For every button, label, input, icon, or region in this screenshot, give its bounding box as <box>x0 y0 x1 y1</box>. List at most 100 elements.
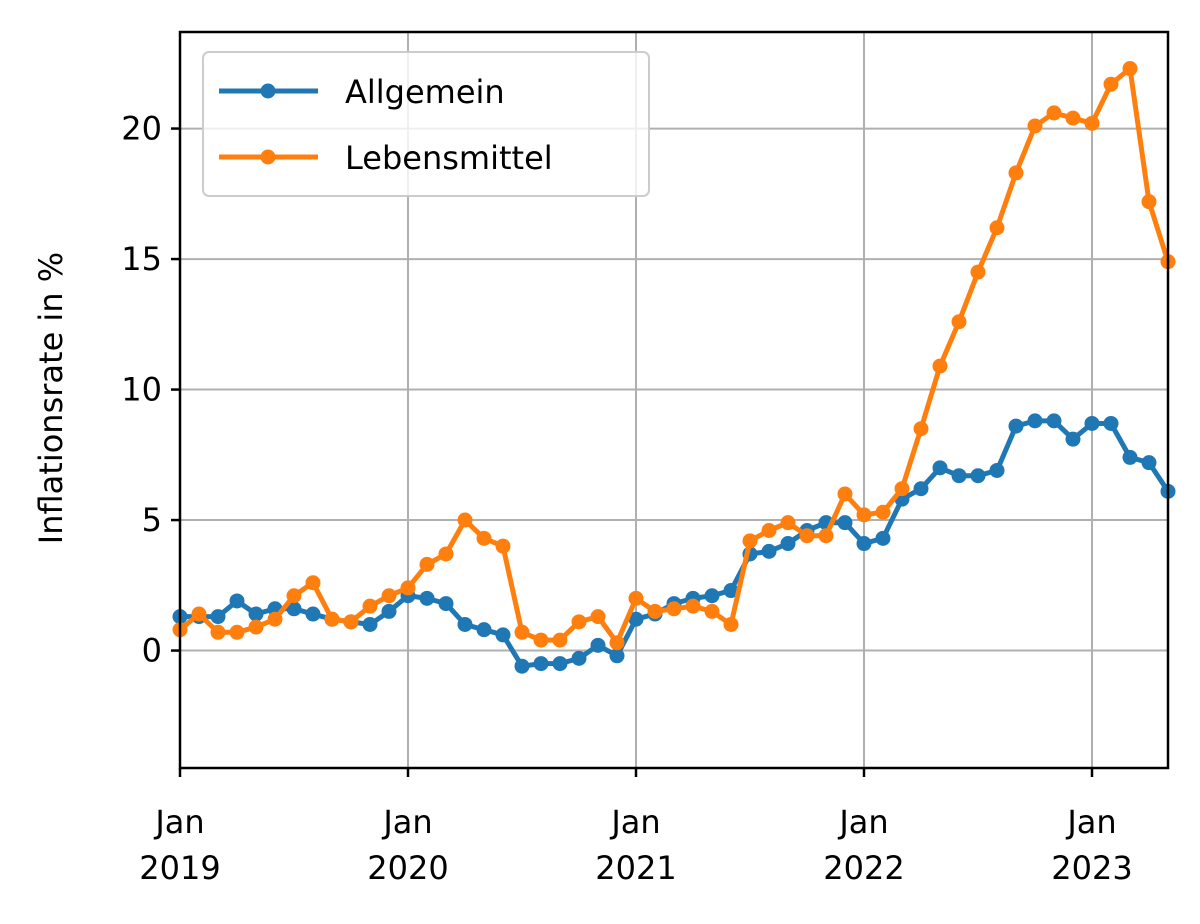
data-point <box>628 611 644 627</box>
data-point <box>1065 110 1081 126</box>
x-tick-label-year: 2022 <box>823 849 904 887</box>
data-point <box>571 650 587 666</box>
data-point <box>628 590 644 606</box>
x-tick-label-month: Jan <box>1065 803 1116 841</box>
data-point <box>362 616 378 632</box>
data-point <box>476 622 492 638</box>
data-point <box>514 658 530 674</box>
data-point <box>970 264 986 280</box>
data-point <box>533 632 549 648</box>
data-point <box>1122 61 1138 77</box>
data-point <box>1008 418 1024 434</box>
data-point <box>514 624 530 640</box>
series-allgemein <box>172 413 1176 674</box>
y-axis-ticks: 0 5 10 15 20 <box>121 110 180 670</box>
x-tick-label-year: 2020 <box>367 849 448 887</box>
data-point <box>229 624 245 640</box>
data-point <box>761 522 777 538</box>
x-tick-label-year: 2023 <box>1051 849 1132 887</box>
series-layer <box>172 61 1176 674</box>
data-point <box>856 507 872 523</box>
plot-frame <box>178 30 1170 770</box>
data-point <box>191 606 207 622</box>
data-point <box>837 515 853 531</box>
x-tick-label-month: Jan <box>837 803 888 841</box>
data-point <box>666 601 682 617</box>
data-point <box>438 546 454 562</box>
data-point <box>932 460 948 476</box>
x-tick-label-month: Jan <box>153 803 204 841</box>
data-point <box>818 528 834 544</box>
data-point <box>229 593 245 609</box>
data-point <box>1141 455 1157 471</box>
data-point <box>970 468 986 484</box>
data-point <box>419 590 435 606</box>
data-point <box>533 656 549 672</box>
data-point <box>1103 415 1119 431</box>
data-point <box>780 536 796 552</box>
data-point <box>913 421 929 437</box>
series-line-allgemein <box>180 418 1171 669</box>
data-point <box>1084 415 1100 431</box>
y-tick-label: 15 <box>121 240 162 278</box>
legend-marker <box>260 149 276 165</box>
data-point <box>305 606 321 622</box>
data-point <box>286 601 302 617</box>
data-point <box>685 598 701 614</box>
data-point <box>609 635 625 651</box>
data-point <box>286 588 302 604</box>
data-point <box>780 515 796 531</box>
data-point <box>248 619 264 635</box>
data-point <box>761 543 777 559</box>
data-point <box>989 462 1005 478</box>
legend-label-lebensmittel: Lebensmittel <box>345 139 553 177</box>
x-tick-label-year: 2021 <box>595 849 676 887</box>
data-point <box>1122 449 1138 465</box>
data-point <box>932 358 948 374</box>
data-point <box>856 536 872 552</box>
data-point <box>1046 413 1062 429</box>
y-tick-label: 5 <box>142 501 162 539</box>
data-point <box>1103 76 1119 92</box>
data-point <box>210 624 226 640</box>
y-tick-label: 20 <box>121 110 162 148</box>
y-tick-label: 10 <box>121 371 162 409</box>
data-point <box>267 611 283 627</box>
data-point <box>381 603 397 619</box>
data-point <box>571 614 587 630</box>
data-point <box>400 580 416 596</box>
x-tick-label-month: Jan <box>609 803 660 841</box>
data-point <box>742 533 758 549</box>
legend-label-allgemein: Allgemein <box>345 73 505 111</box>
data-point <box>343 614 359 630</box>
data-point <box>305 575 321 591</box>
data-point <box>989 220 1005 236</box>
data-point <box>381 588 397 604</box>
data-point <box>495 627 511 643</box>
data-point <box>799 528 815 544</box>
data-point <box>913 481 929 497</box>
data-point <box>457 616 473 632</box>
data-point <box>552 656 568 672</box>
data-point <box>951 468 967 484</box>
data-point <box>552 632 568 648</box>
x-axis-ticks: Jan 2019 Jan 2020 Jan 2021 Jan 2022 Jan 2023 <box>139 768 1133 887</box>
y-tick-label: 0 <box>142 632 162 670</box>
data-point <box>476 530 492 546</box>
data-point <box>704 588 720 604</box>
series-lebensmittel <box>172 61 1176 651</box>
data-point <box>1027 118 1043 134</box>
data-point <box>723 583 739 599</box>
data-point <box>590 637 606 653</box>
data-point <box>1065 431 1081 447</box>
data-point <box>495 538 511 554</box>
data-point <box>1008 165 1024 181</box>
data-point <box>419 556 435 572</box>
data-point <box>1027 413 1043 429</box>
data-point <box>723 616 739 632</box>
legend-box <box>202 51 650 197</box>
data-point <box>1084 115 1100 131</box>
legend: Allgemein Lebensmittel <box>202 51 650 197</box>
x-tick-label-year: 2019 <box>139 849 220 887</box>
